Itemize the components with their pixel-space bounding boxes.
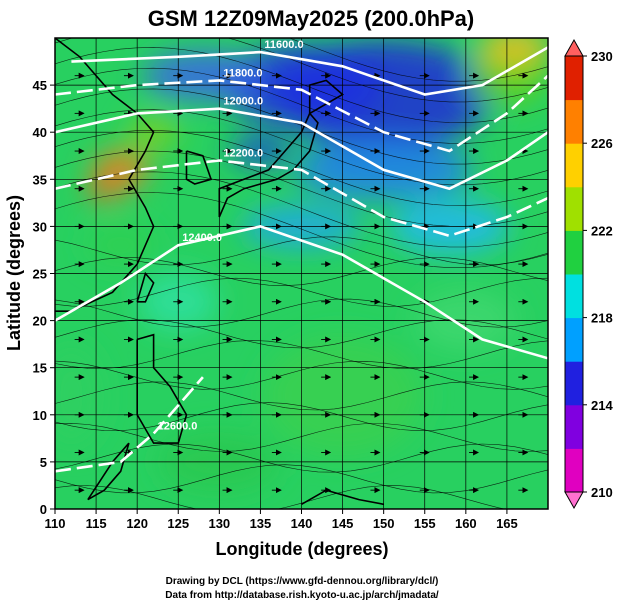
y-tick-label: 25 [33,267,47,282]
coastlines [55,38,384,506]
x-tick-label: 140 [291,516,313,531]
coastline [136,271,155,303]
x-tick-label: 130 [208,516,230,531]
x-axis-ticks: 110 115 120 125 130 135 140 145 150 155 160 165 [45,509,518,531]
contour-label: 12000.0 [223,96,263,108]
colorbar-frame [564,55,584,493]
colorbar-top-triangle [564,38,584,57]
colorbar-tick-label: 214 [591,398,613,413]
plot-area: 11600.0 11800.0 12000.0 12200.0 12400.0 12600… [55,38,548,509]
x-tick-label: 115 [86,516,107,531]
colorbar-tick-label: 222 [591,223,613,238]
colorbar-segment [565,274,583,319]
y-tick-label: 40 [33,125,47,140]
x-tick-label: 145 [332,516,354,531]
y-tick-label: 0 [40,502,47,517]
x-tick-label: 150 [373,516,395,531]
contour-line [55,74,548,153]
colorbar-segment [565,317,583,362]
coastline [87,442,130,501]
x-tick-label: 160 [455,516,477,531]
field-patch [55,345,102,446]
chart-title: GSM 12Z09May2025 (200.0hPa) [148,6,475,31]
y-tick-label: 30 [33,219,47,234]
coastline [308,79,344,115]
colorbar-segment [565,230,583,275]
y-tick-label: 20 [33,314,47,329]
colorbar-segment [565,99,583,144]
y-axis-label: Latitude (degrees) [4,195,24,351]
x-axis-label: Longitude (degrees) [215,539,388,559]
colorbar [564,38,584,510]
field-patch [85,225,156,266]
x-tick-label: 155 [414,516,436,531]
y-tick-label: 35 [33,172,47,187]
contour-label: 11600.0 [264,39,303,51]
field-patch [480,38,548,68]
x-tick-label: 135 [250,516,272,531]
colorbar-tick-label: 210 [591,485,613,500]
y-tick-label: 10 [33,408,47,423]
contour-line [55,159,548,238]
x-tick-label: 165 [496,516,518,531]
colorbar-tick-label: 230 [591,49,613,64]
contour-label: 12600.0 [158,421,198,433]
coastline [185,150,213,185]
colorbar-segment [565,448,583,493]
colorbar-bottom-triangle [564,491,584,510]
coastline [218,111,319,218]
y-tick-label: 15 [33,361,47,376]
contour-line [55,225,548,360]
y-tick-label: 45 [33,78,47,93]
colorbar-segment [565,56,583,101]
colorbar-tick-label: 226 [591,136,613,151]
contour-line [55,376,204,473]
colorbar-segment [565,143,583,188]
contour-label: 12200.0 [223,147,263,159]
colorbar-segment [565,361,583,406]
credit-line-1: Drawing by DCL (https://www.gfd-dennou.o… [166,576,439,587]
colorbar-segment [565,186,583,231]
credit-line-2: Data from http://database.rish.kyoto-u.a… [165,590,439,601]
contour-line [55,107,548,191]
y-tick-label: 5 [40,455,47,470]
contour-label: 11800.0 [223,67,262,79]
colorbar-tick-label: 218 [591,311,613,326]
contour-line [71,46,548,96]
field-patch [142,50,263,101]
x-tick-label: 110 [45,516,66,531]
y-axis-ticks: 0 5 10 15 20 25 30 35 40 45 [33,78,55,517]
x-tick-label: 125 [167,516,189,531]
contour-label: 12400.0 [182,232,222,244]
height-contours: 11600.0 11800.0 12000.0 12200.0 12400.0 12600… [55,39,548,473]
field-patch [86,176,123,201]
x-tick-label: 120 [126,516,148,531]
colorbar-segment [565,404,583,449]
colorbar-ticks: 210 214 218 222 226 230 [583,49,613,500]
